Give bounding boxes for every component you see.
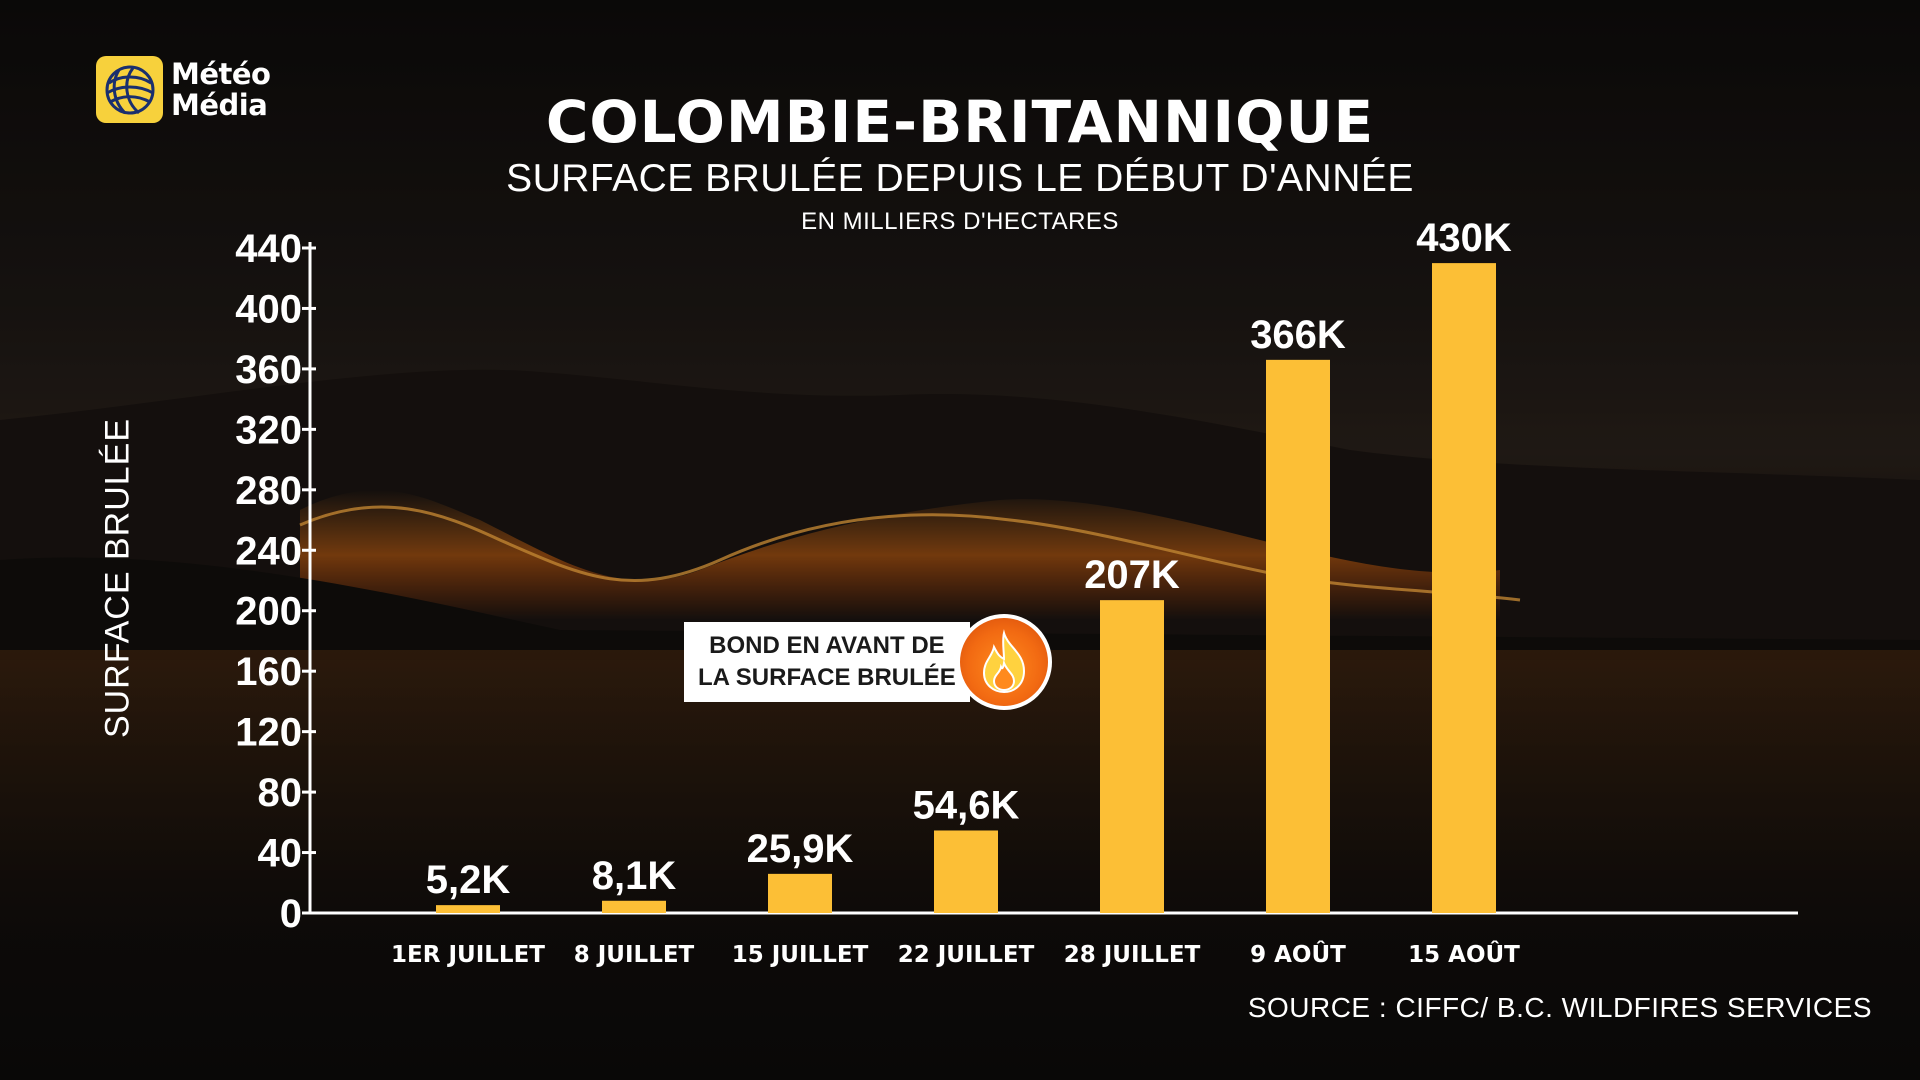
- y-tick-label: 40: [258, 832, 303, 876]
- y-tick-label: 280: [235, 469, 302, 513]
- y-tick-label: 400: [235, 287, 302, 331]
- fire-icon: [955, 614, 1052, 710]
- x-tick-label: 28 JUILLET: [1064, 942, 1201, 968]
- chart-subtitle: SURFACE BRULÉE DEPUIS LE DÉBUT D'ANNÉE: [506, 157, 1414, 200]
- y-tick-label: 440: [235, 227, 302, 271]
- y-tick-label: 200: [235, 590, 302, 634]
- data-label: 54,6K: [913, 783, 1020, 827]
- callout-text-box: BOND EN AVANT DE LA SURFACE BRULÉE: [684, 622, 970, 702]
- bar: [768, 873, 832, 913]
- x-tick-label: 15 AOÛT: [1408, 940, 1520, 968]
- globe-icon: [96, 56, 163, 123]
- data-label: 8,1K: [592, 854, 677, 898]
- bar: [1432, 263, 1496, 913]
- data-label: 430K: [1416, 216, 1512, 260]
- bar: [602, 900, 666, 913]
- data-label: 207K: [1084, 553, 1180, 597]
- data-label: 5,2K: [426, 858, 511, 902]
- data-label: 366K: [1250, 313, 1346, 357]
- x-tick-label: 9 AOÛT: [1250, 940, 1346, 968]
- y-tick-label: 240: [235, 529, 302, 573]
- y-tick-label: 80: [258, 771, 303, 815]
- y-tick-label: 120: [235, 711, 302, 755]
- bar: [934, 830, 998, 913]
- chart-title: COLOMBIE-BRITANNIQUE: [545, 88, 1375, 156]
- y-tick-label: 320: [235, 408, 302, 452]
- x-tick-label: 22 JUILLET: [898, 942, 1035, 968]
- brand-line-2: Média: [171, 87, 268, 122]
- bar: [436, 905, 500, 913]
- source-note: SOURCE : CIFFC/ B.C. WILDFIRES SERVICES: [1247, 992, 1872, 1023]
- data-label: 25,9K: [747, 827, 854, 871]
- bar: [1266, 359, 1330, 913]
- y-tick-label: 360: [235, 348, 302, 392]
- callout-line-2: LA SURFACE BRULÉE: [698, 664, 956, 691]
- y-tick-label: 160: [235, 650, 302, 694]
- callout-line-1: BOND EN AVANT DE: [709, 632, 945, 659]
- x-tick-label: 15 JUILLET: [732, 942, 869, 968]
- unit-note: EN MILLIERS D'HECTARES: [801, 208, 1119, 235]
- bar: [1100, 600, 1164, 913]
- y-tick-label: 0: [280, 892, 302, 936]
- meteomedia-logo: Météo Média: [96, 56, 271, 123]
- x-tick-label: 1ER JUILLET: [391, 942, 545, 968]
- callout-annotation: BOND EN AVANT DE LA SURFACE BRULÉE: [684, 614, 1052, 710]
- brand-line-1: Météo: [171, 56, 271, 91]
- x-tick-label: 8 JUILLET: [574, 942, 695, 968]
